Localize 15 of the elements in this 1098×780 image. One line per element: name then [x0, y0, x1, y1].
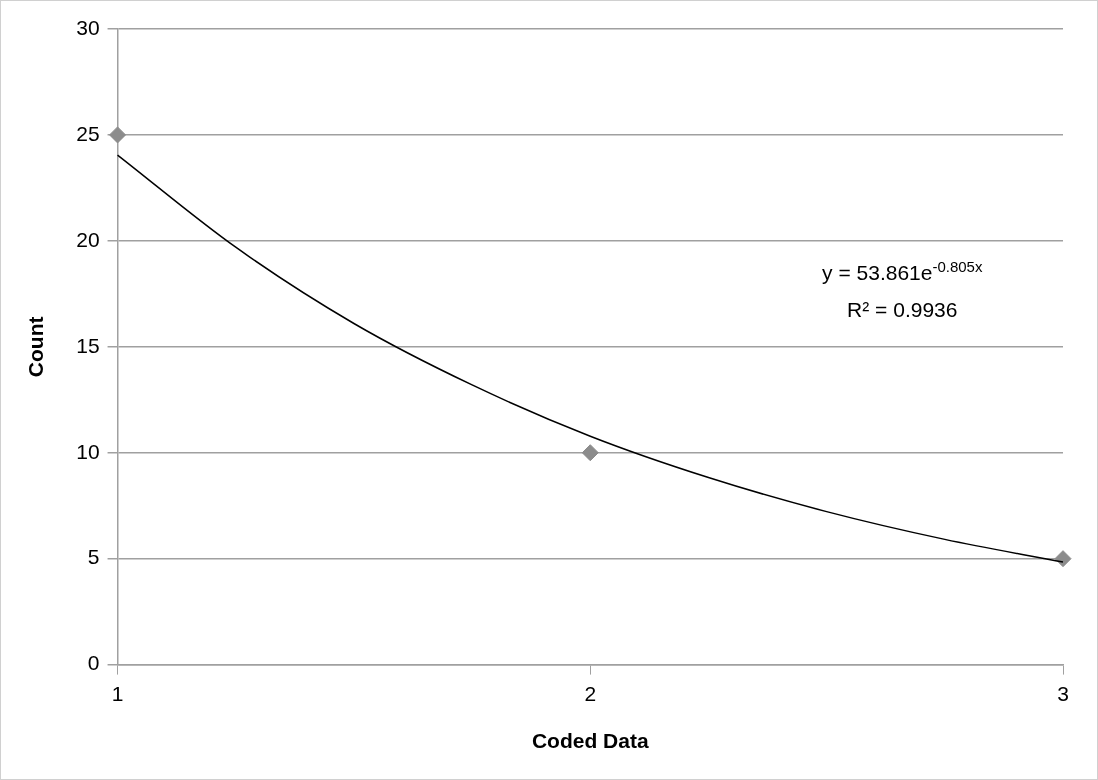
- point: [581, 444, 599, 462]
- x-tick-label: 3: [1057, 682, 1069, 705]
- y-tick-label: 0: [87, 651, 100, 675]
- y-tick-label: 15: [76, 333, 100, 357]
- y-tick-label: 10: [76, 439, 100, 463]
- point: [1054, 550, 1072, 568]
- y-axis-title: Count: [24, 316, 48, 378]
- x-axis-title: Coded Data: [531, 729, 649, 753]
- annotation: R² = 0.9936: [847, 298, 958, 322]
- x-tick-label: 2: [584, 682, 597, 705]
- x-tick-label: 1: [111, 682, 124, 705]
- y-tick-label: 25: [76, 121, 100, 145]
- y-tick-label: 30: [76, 15, 100, 39]
- y-tick-label: 20: [76, 227, 100, 251]
- y-tick-label: 5: [87, 545, 100, 569]
